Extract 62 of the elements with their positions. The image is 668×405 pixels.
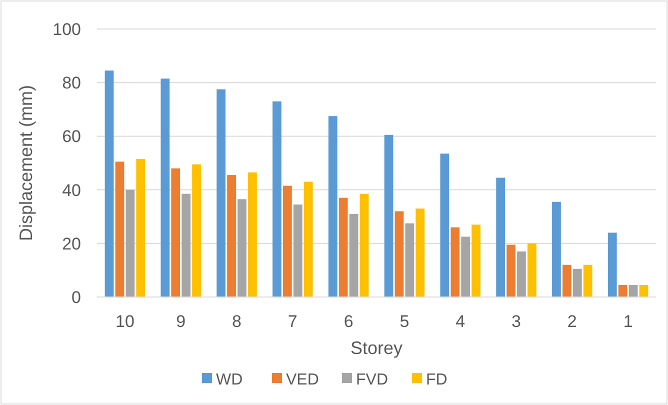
legend-label: FD (426, 372, 448, 389)
legend-label: FVD (356, 372, 388, 389)
legend-label: VED (286, 372, 319, 389)
bar (517, 251, 526, 297)
y-tick-label: 40 (62, 180, 81, 200)
bar (227, 175, 236, 297)
x-tick-label: 6 (344, 312, 354, 331)
bar (416, 208, 425, 297)
bar (136, 158, 146, 297)
bar (405, 223, 414, 297)
y-tick-label: 60 (62, 127, 81, 146)
bar (182, 194, 191, 297)
bar (192, 164, 201, 297)
bar (328, 116, 338, 297)
x-tick-label: 9 (176, 312, 186, 331)
bar (293, 204, 302, 297)
x-tick-label: 3 (512, 312, 521, 331)
bar (472, 224, 480, 297)
bar (583, 264, 592, 297)
bar (384, 134, 394, 297)
bar (338, 198, 348, 297)
x-tick-label: 4 (456, 312, 466, 331)
x-tick-label: 7 (288, 312, 298, 331)
bar (248, 172, 257, 297)
y-tick-label: 20 (62, 234, 81, 254)
bar (506, 244, 516, 297)
bar (216, 89, 226, 297)
bar (104, 70, 114, 297)
bar (572, 268, 582, 297)
x-tick-label: 5 (400, 312, 410, 331)
bar (552, 202, 561, 297)
x-axis-title: Storey (350, 338, 403, 358)
bar (272, 101, 282, 297)
bar (618, 284, 628, 297)
bar (126, 190, 135, 297)
x-tick-label: 2 (567, 312, 577, 331)
bar (496, 178, 506, 297)
x-tick-label: 1 (623, 312, 633, 331)
bar (282, 186, 292, 297)
bar (450, 227, 460, 297)
y-axis-title: Displacement (mm) (16, 84, 36, 242)
bar (608, 232, 617, 297)
bar (461, 236, 470, 297)
bar (171, 168, 180, 297)
bar (360, 194, 369, 297)
bar (115, 162, 124, 297)
bar (440, 154, 450, 297)
x-tick-label: 8 (232, 312, 242, 331)
bar (160, 78, 170, 297)
bar (304, 182, 313, 297)
x-tick-label: 10 (115, 312, 134, 331)
bar (238, 199, 246, 297)
y-tick-label: 0 (72, 288, 81, 307)
y-tick-label: 80 (62, 74, 81, 93)
bar (562, 264, 572, 297)
y-tick-label: 100 (52, 20, 81, 39)
bar (394, 211, 404, 297)
bar (527, 243, 536, 297)
legend-label: WD (216, 372, 243, 389)
bar (628, 284, 638, 297)
bar (349, 214, 358, 297)
bar (639, 284, 648, 297)
